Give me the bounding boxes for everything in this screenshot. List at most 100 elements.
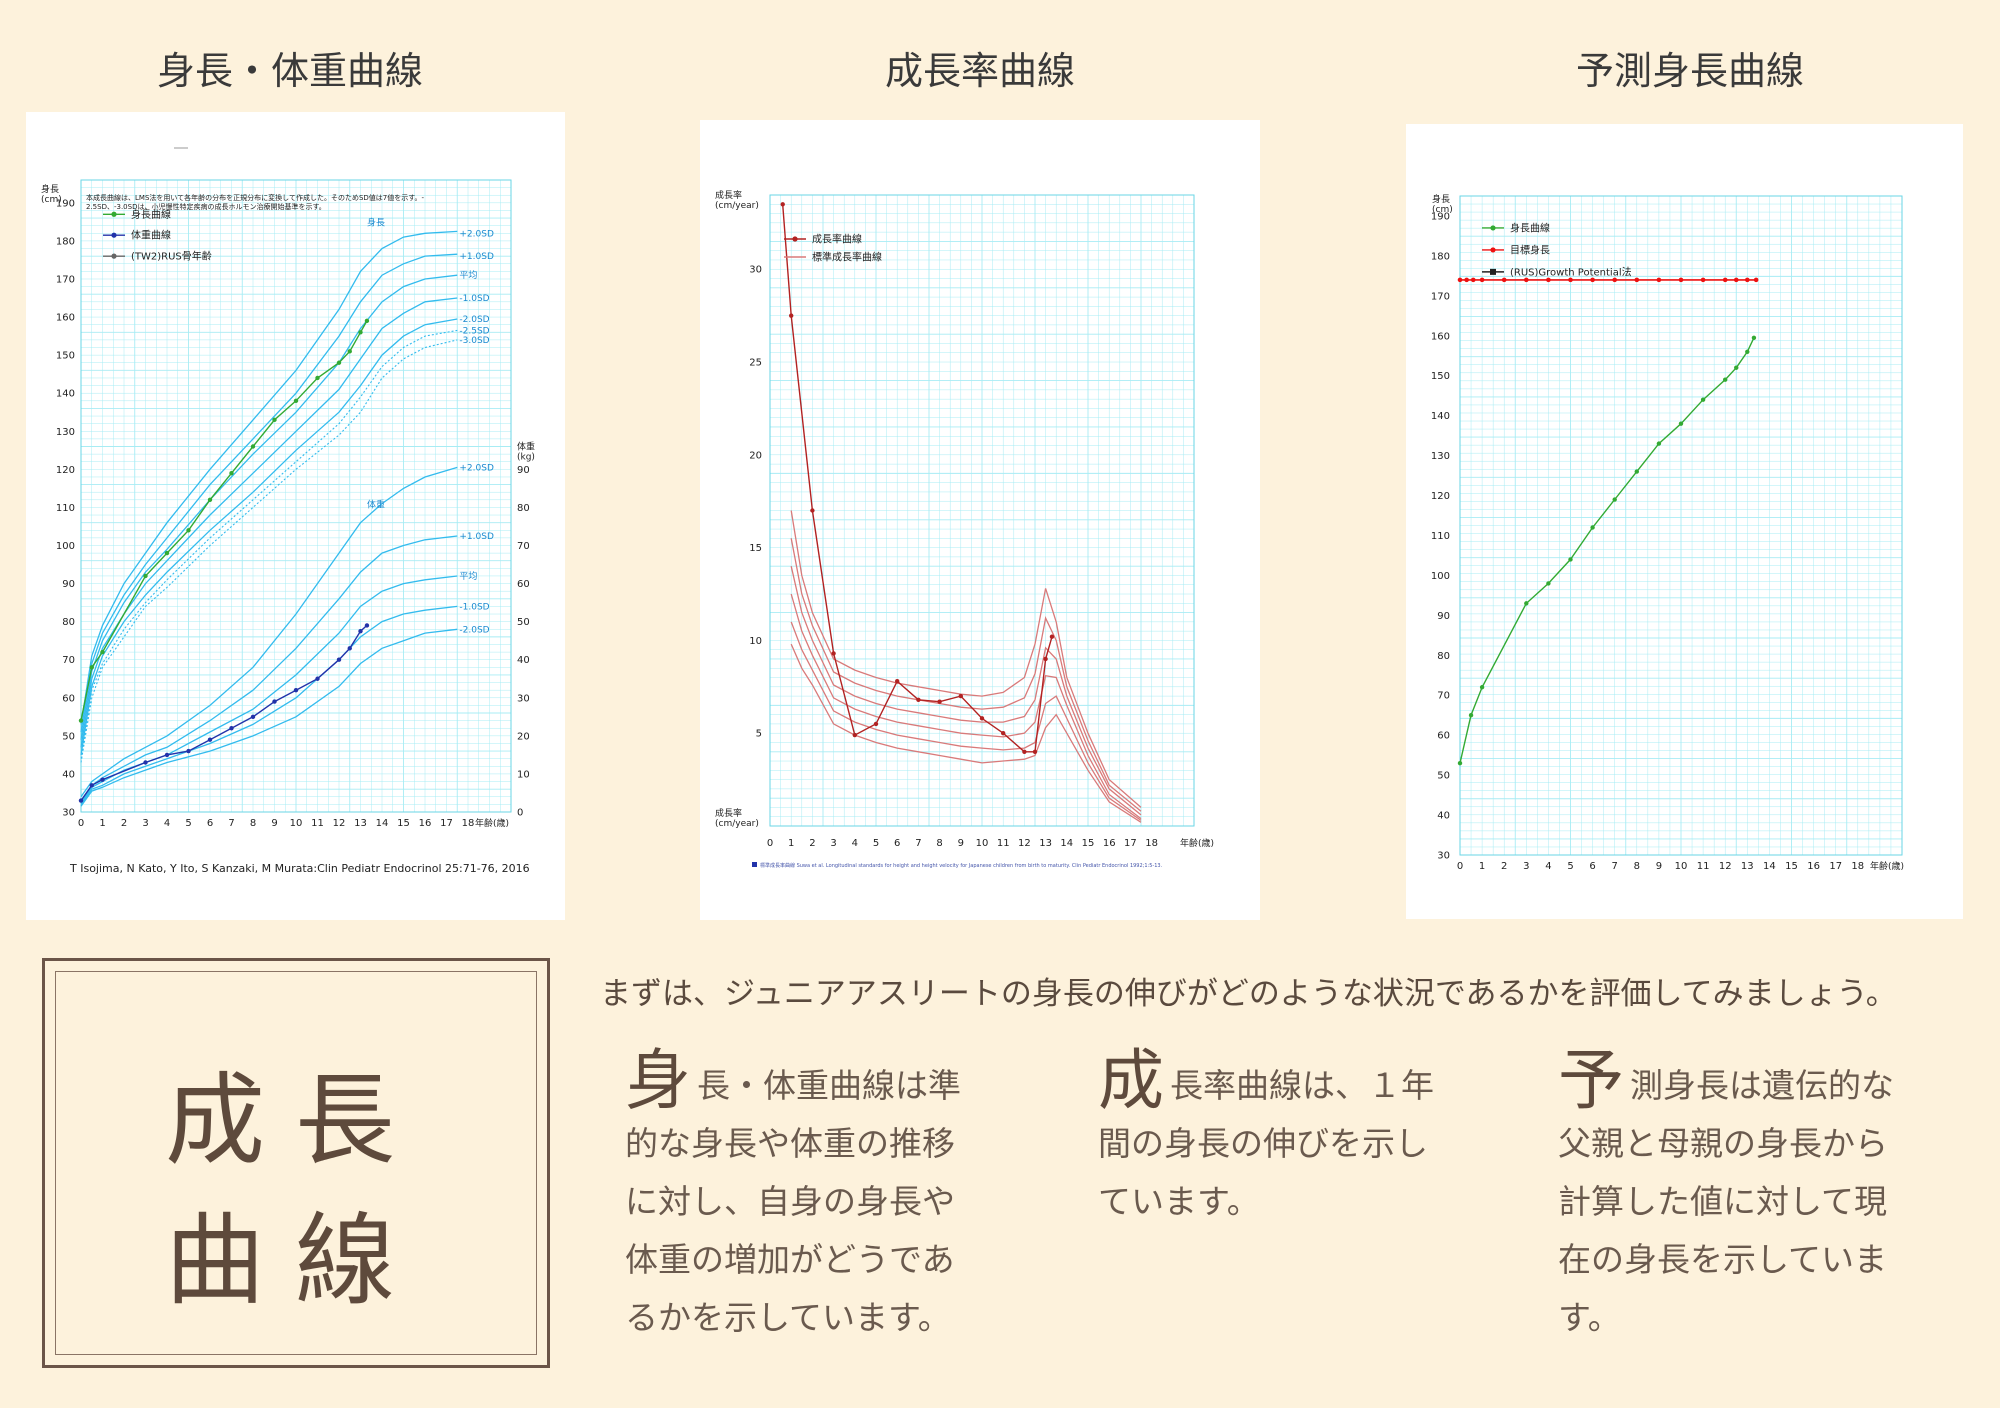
legend-height-label: 身長曲線 bbox=[131, 208, 171, 221]
x-tick-label: 6 bbox=[207, 818, 213, 829]
y-right-tick-label: 70 bbox=[517, 541, 530, 552]
x-tick-label: 0 bbox=[1457, 861, 1463, 872]
target-height-point bbox=[1470, 277, 1476, 283]
col1-line1: 長・体重曲線は準 bbox=[697, 1066, 961, 1105]
x-tick-label: 10 bbox=[1675, 861, 1688, 872]
chart-note-line1: 本成長曲線は、LMS法を用いて各年齢の分布を正規分布に変換して作成した。そのため… bbox=[86, 193, 425, 202]
explanation-height-weight-first-line: 身長・体重曲線は準 bbox=[625, 1048, 1005, 1115]
growth-rate-point bbox=[958, 693, 963, 699]
y-tick-label: 120 bbox=[1431, 491, 1450, 502]
weight-data-line bbox=[80, 624, 368, 802]
x-tick-label: 7 bbox=[915, 838, 921, 849]
y-tick-label: 170 bbox=[1431, 291, 1450, 302]
target-height-point bbox=[1753, 277, 1759, 283]
weight-data-point bbox=[229, 726, 234, 731]
plot-frame bbox=[1459, 195, 1903, 856]
x-tick-label: 11 bbox=[311, 818, 324, 829]
y-tick-label: 90 bbox=[1437, 611, 1450, 622]
left-axis-label: 身長 bbox=[41, 183, 59, 195]
predicted-height-chart: 身長(cm)3040506070809010011012013014015016… bbox=[1431, 193, 1904, 872]
legend-standard-label: 標準成長率曲線 bbox=[812, 251, 882, 264]
panel2-title: 成長率曲線 bbox=[884, 49, 1075, 93]
x-tick-label: 18 bbox=[1851, 861, 1864, 872]
height-sd-label: +1.0SD bbox=[459, 252, 494, 262]
weight-data-point bbox=[364, 623, 370, 628]
explanation-growth-rate: 成長率曲線は、１年 間の身長の伸びを示し ています。 bbox=[1098, 1048, 1478, 1231]
x-tick-label: 0 bbox=[767, 838, 773, 849]
target-height-point bbox=[1722, 277, 1728, 283]
legend-target-label: 目標身長 bbox=[1510, 243, 1550, 256]
y-tick-label: 190 bbox=[1431, 211, 1450, 222]
legend-growth-rate-marker bbox=[792, 236, 798, 242]
x-axis-label: 年齢(歳) bbox=[1180, 837, 1214, 849]
legend-height-marker bbox=[1490, 225, 1496, 231]
x-tick-label: 2 bbox=[121, 818, 127, 829]
y-tick-label: 80 bbox=[1437, 651, 1450, 662]
height-data-line bbox=[80, 320, 368, 721]
col2-line2: 間の身長の伸びを示し bbox=[1098, 1124, 1428, 1163]
x-tick-label: 0 bbox=[78, 818, 84, 829]
x-tick-label: 3 bbox=[830, 838, 836, 849]
x-tick-label: 16 bbox=[1807, 861, 1820, 872]
y-axis-unit-bottom: (cm/year) bbox=[715, 819, 759, 829]
x-tick-label: 4 bbox=[164, 818, 170, 829]
height-data-point bbox=[1723, 377, 1728, 382]
x-tick-label: 16 bbox=[419, 818, 432, 829]
weight-sd-label: -2.0SD bbox=[459, 625, 489, 635]
y-right-tick-label: 0 bbox=[517, 808, 523, 819]
y-left-tick-label: 80 bbox=[62, 617, 75, 628]
height-data-point bbox=[1612, 497, 1617, 502]
standard-growth-curve bbox=[790, 621, 1142, 821]
weight-data-point bbox=[78, 798, 84, 803]
height-data-point bbox=[347, 349, 352, 354]
growth-curve-title-box: 成長 曲線 bbox=[42, 958, 550, 1368]
target-height-point bbox=[1733, 277, 1739, 283]
growth-rate-point bbox=[831, 651, 836, 656]
height-sd-label: +2.0SD bbox=[459, 229, 494, 239]
growth-rate-point bbox=[852, 732, 857, 738]
legend-growth-potential-marker bbox=[1490, 268, 1496, 275]
y-tick-label: 15 bbox=[749, 543, 762, 554]
plot-frame bbox=[80, 179, 512, 813]
y-left-tick-label: 190 bbox=[56, 198, 75, 209]
y-left-tick-label: 110 bbox=[56, 503, 75, 514]
target-height-point bbox=[1634, 277, 1640, 283]
height-data-point bbox=[229, 470, 234, 476]
y-right-tick-label: 10 bbox=[517, 769, 530, 780]
height-data-point bbox=[1546, 581, 1551, 586]
height-data-point bbox=[1479, 685, 1485, 690]
weight-sd-curve bbox=[80, 575, 458, 803]
y-tick-label: 160 bbox=[1431, 331, 1450, 342]
height-data-point bbox=[364, 318, 370, 324]
y-left-tick-label: 60 bbox=[62, 693, 75, 704]
legend-growth-rate-label: 成長率曲線 bbox=[812, 233, 862, 246]
y-tick-label: 20 bbox=[749, 450, 762, 461]
y-right-tick-label: 60 bbox=[517, 579, 530, 590]
height-sd-label: -2.5SD bbox=[459, 326, 489, 336]
y-tick-label: 70 bbox=[1437, 691, 1450, 702]
legend-bone-age-marker bbox=[111, 253, 117, 259]
weight-data-point bbox=[293, 687, 299, 693]
right-axis-unit: (kg) bbox=[517, 453, 535, 463]
x-tick-label: 2 bbox=[809, 838, 815, 849]
dropcap-2: 成 bbox=[1098, 1042, 1164, 1119]
height-sd-curve bbox=[80, 253, 458, 733]
y-left-tick-label: 170 bbox=[56, 274, 75, 285]
height-sd-label: -3.0SD bbox=[459, 336, 489, 346]
x-tick-label: 17 bbox=[1124, 838, 1137, 849]
left-axis-unit: (cm) bbox=[41, 195, 62, 205]
y-left-tick-label: 50 bbox=[62, 731, 75, 742]
x-tick-label: 17 bbox=[440, 818, 453, 829]
x-tick-label: 12 bbox=[1719, 861, 1732, 872]
y-tick-label: 50 bbox=[1437, 771, 1450, 782]
height-weight-chart: 身長(cm)体重(kg)3040506070809010011012013014… bbox=[41, 147, 535, 875]
x-tick-label: 4 bbox=[852, 838, 858, 849]
x-axis-label: 年齢(歳) bbox=[1870, 860, 1904, 872]
growth-rate-point bbox=[895, 679, 900, 684]
y-left-tick-label: 140 bbox=[56, 389, 75, 400]
title-box-line2: 曲線 bbox=[165, 1202, 425, 1319]
x-tick-label: 6 bbox=[894, 838, 900, 849]
x-tick-label: 5 bbox=[185, 818, 191, 829]
y-right-tick-label: 40 bbox=[517, 655, 530, 666]
y-tick-label: 150 bbox=[1431, 371, 1450, 382]
